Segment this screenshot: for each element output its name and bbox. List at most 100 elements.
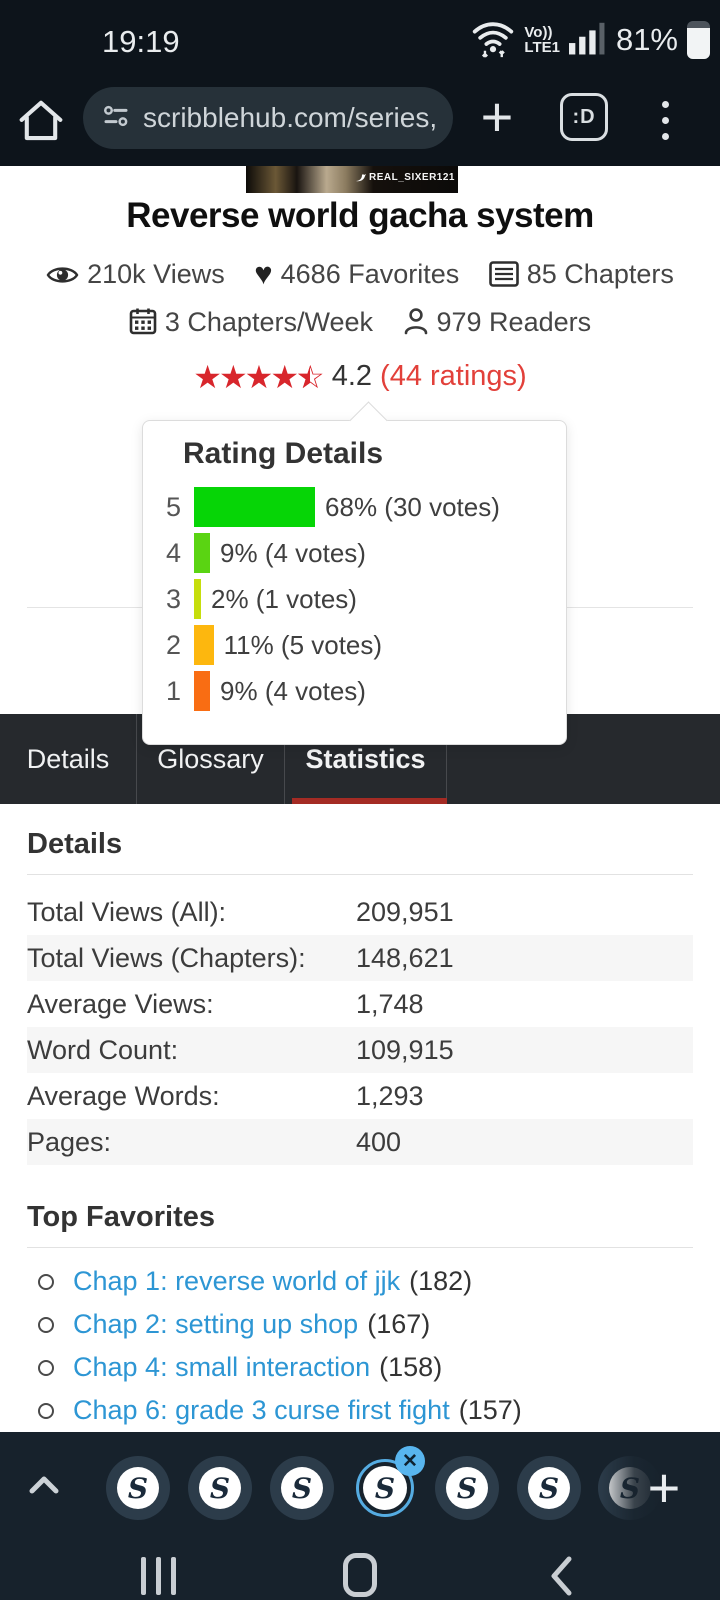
readers-stat: 979 Readers xyxy=(403,307,591,337)
page-info-icon[interactable] xyxy=(101,102,131,135)
stars-icon: ★★★★☆★ xyxy=(193,358,324,395)
list-item: Chap 1: reverse world of jjk (182) xyxy=(27,1260,693,1303)
tab-bubble[interactable]: S xyxy=(270,1456,334,1520)
add-bubble-button[interactable]: + xyxy=(647,1456,681,1519)
volte-indicator: Vo)) LTE1 xyxy=(524,24,560,56)
rating-bars: 5 68% (30 votes) 4 9% (4 votes) 3 2% (1 … xyxy=(143,484,566,714)
table-row: Pages: 400 xyxy=(27,1119,693,1165)
favorites-stat: ♥ 4686 Favorites xyxy=(254,256,460,291)
cover-watermark: REAL_SIXER121 xyxy=(355,172,455,183)
tab-bubble[interactable]: S xyxy=(188,1456,252,1520)
tab-switcher-button[interactable]: :D xyxy=(560,93,608,141)
rating-bar-row: 3 2% (1 votes) xyxy=(143,576,566,622)
clock: 19:19 xyxy=(102,24,180,59)
back-button[interactable] xyxy=(548,1555,574,1600)
chapter-link[interactable]: Chap 2: setting up shop xyxy=(73,1309,359,1339)
tab-count-badge: :D xyxy=(572,105,596,128)
views-stat: 210k Views xyxy=(46,259,225,289)
tab-bubble-selected[interactable]: S ✕ xyxy=(356,1446,425,1517)
ratings-count-link[interactable]: (44 ratings) xyxy=(380,360,527,392)
bullet-icon xyxy=(38,1402,54,1419)
scribblehub-logo-icon: S xyxy=(199,1467,241,1509)
wifi-icon xyxy=(471,17,515,64)
rating-bar-5 xyxy=(194,487,316,527)
android-nav-bar xyxy=(0,1552,720,1600)
battery-percent: 81% xyxy=(615,22,678,57)
table-row: Average Words: 1,293 xyxy=(27,1080,424,1111)
cover-image[interactable]: REAL_SIXER121 xyxy=(246,166,458,193)
status-icons: Vo)) LTE1 81% xyxy=(471,14,710,66)
rating-bar-row: 4 9% (4 votes) xyxy=(143,530,566,576)
close-bubble-button[interactable]: ✕ xyxy=(395,1446,425,1476)
browser-toolbar: scribblehub.com/series, + :D xyxy=(0,76,720,166)
url-text: scribblehub.com/series, xyxy=(143,102,438,133)
bubble-panel: S S S S ✕ S S S + xyxy=(0,1432,720,1600)
rating-bar-2 xyxy=(194,625,214,665)
favorites-list: Chap 1: reverse world of jjk (182) Chap 2… xyxy=(27,1260,693,1432)
table-row: Average Views: 1,748 xyxy=(27,988,424,1019)
bullet-icon xyxy=(38,1316,54,1333)
chapter-link[interactable]: Chap 6: grade 3 curse first fight xyxy=(73,1395,450,1425)
page-title: Reverse world gacha system xyxy=(126,196,594,235)
browser-menu-button[interactable] xyxy=(648,94,682,146)
statistics-content: Details Total Views (All): 209,951 Total … xyxy=(0,804,720,1432)
rating-bar-row: 2 11% (5 votes) xyxy=(143,622,566,668)
tab-bubble[interactable]: S xyxy=(517,1456,581,1520)
battery-icon xyxy=(687,21,710,59)
new-tab-button[interactable]: + xyxy=(480,85,514,148)
list-item: Chap 4: small interaction (158) xyxy=(27,1346,693,1389)
reader-icon xyxy=(403,304,429,348)
heart-icon: ♥ xyxy=(254,256,273,291)
popup-title: Rating Details xyxy=(183,437,384,470)
table-row: Total Views (Chapters): 148,621 xyxy=(27,935,693,981)
tab-bubble[interactable]: S xyxy=(106,1456,170,1520)
series-stats: 210k Views ♥ 4686 Favorites 85 Chapters 3… xyxy=(10,252,710,348)
details-table: Total Views (All): 209,951 Total Views (C… xyxy=(27,889,693,1165)
chapter-link[interactable]: Chap 1: reverse world of jjk xyxy=(73,1266,401,1296)
rating-bar-1 xyxy=(194,671,211,711)
collapse-chevron-button[interactable] xyxy=(24,1472,64,1500)
list-item: Chap 6: grade 3 curse first fight (157) xyxy=(27,1389,693,1432)
top-favorites-heading: Top Favorites xyxy=(27,1201,693,1248)
rating-details-popup: Rating Details 5 68% (30 votes) 4 9% (4 … xyxy=(142,401,567,745)
tab-glossary[interactable]: Glossary xyxy=(137,714,285,804)
active-tab-underline xyxy=(292,798,447,804)
table-row: Word Count: 109,915 xyxy=(27,1027,693,1073)
list-item: Chap 2: setting up shop (167) xyxy=(27,1303,693,1346)
rating-bar-4 xyxy=(194,533,211,573)
home-nav-button[interactable] xyxy=(343,1553,377,1597)
rating-bar-row: 1 9% (4 votes) xyxy=(143,668,566,714)
frequency-stat: 3 Chapters/Week xyxy=(129,307,373,337)
star-rating[interactable]: ★★★★☆★ 4.2 (44 ratings) xyxy=(0,360,720,393)
status-bar: 19:19 Vo)) LTE1 xyxy=(0,0,720,76)
browser-chrome: 19:19 Vo)) LTE1 xyxy=(0,0,720,166)
tab-bubble[interactable]: S xyxy=(435,1456,499,1520)
chapters-stat: 85 Chapters xyxy=(488,259,674,289)
eye-icon xyxy=(46,256,79,300)
rating-value: 4.2 xyxy=(331,360,373,392)
scribblehub-logo-icon: S xyxy=(363,1466,407,1510)
chapter-link[interactable]: Chap 4: small interaction xyxy=(73,1352,371,1382)
rating-bar-row: 5 68% (30 votes) xyxy=(143,484,566,530)
scribblehub-logo-icon: S xyxy=(281,1467,323,1509)
home-button[interactable] xyxy=(16,96,66,146)
signal-icon xyxy=(568,20,607,61)
tab-statistics[interactable]: Statistics xyxy=(285,714,447,804)
bullet-icon xyxy=(38,1359,54,1376)
chapters-icon xyxy=(488,256,519,300)
series-header: Reverse world gacha system 210k Views ♥ 4… xyxy=(0,166,720,393)
calendar-icon xyxy=(129,304,157,348)
rating-bar-3 xyxy=(194,579,201,619)
recents-button[interactable] xyxy=(141,1556,176,1596)
scribblehub-logo-icon: S xyxy=(528,1467,570,1509)
bubble-fade xyxy=(598,1452,664,1526)
popup-arrow xyxy=(349,401,388,440)
tab-details[interactable]: Details xyxy=(0,714,137,804)
bullet-icon xyxy=(38,1273,54,1290)
details-heading: Details xyxy=(27,828,693,875)
table-row: Total Views (All): 209,951 xyxy=(27,896,454,927)
scribblehub-logo-icon: S xyxy=(117,1467,159,1509)
url-bar[interactable]: scribblehub.com/series, xyxy=(83,87,453,149)
scribblehub-logo-icon: S xyxy=(446,1467,488,1509)
